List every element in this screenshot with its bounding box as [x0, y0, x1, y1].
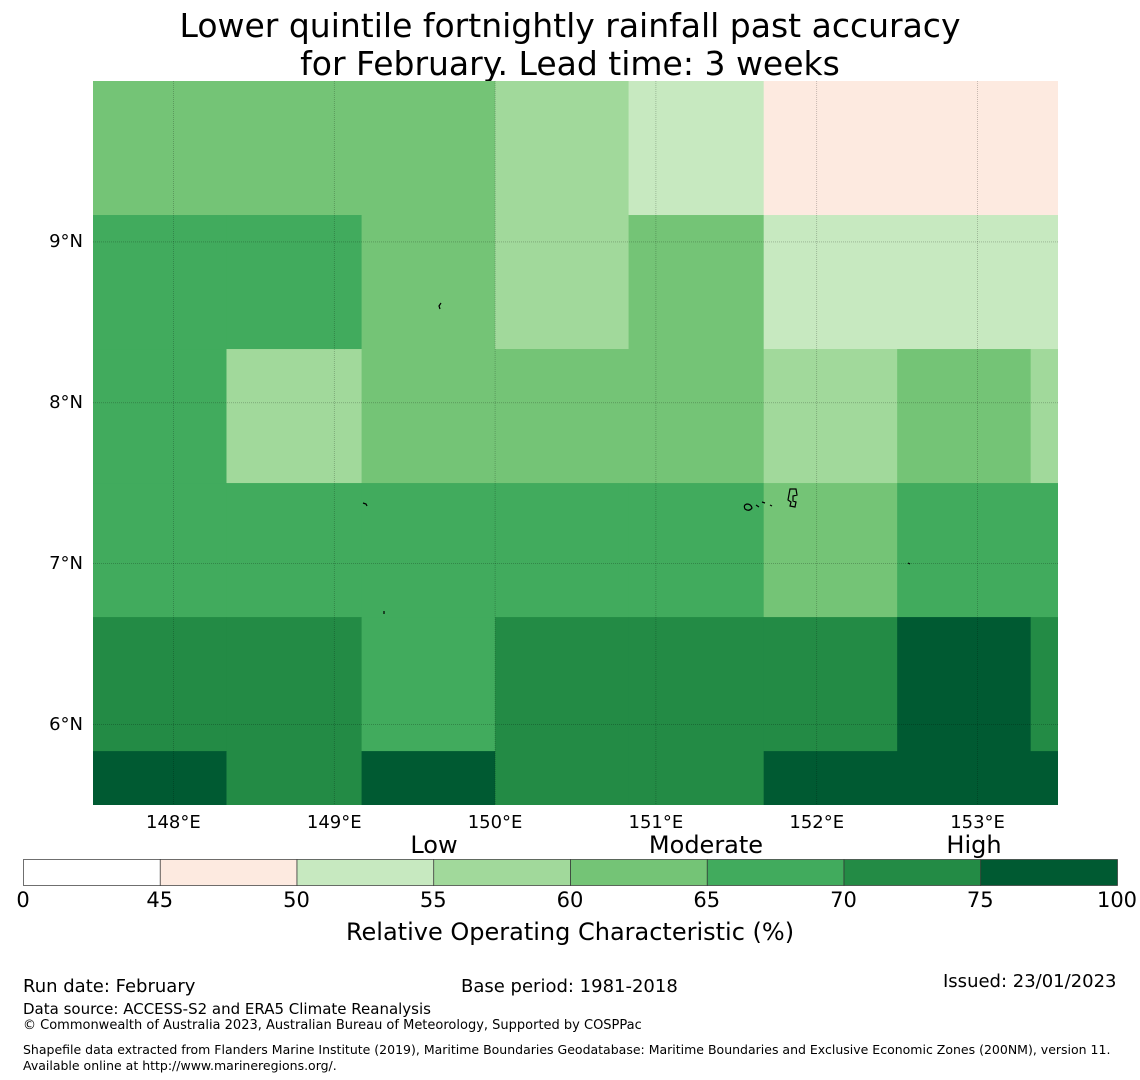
roc-grid-cells [93, 81, 1058, 805]
roc-cell [763, 215, 898, 350]
colorbar-tick-label: 70 [830, 888, 857, 912]
lon-tick-label: 148°E [146, 812, 201, 833]
colorbar-segment [843, 859, 982, 886]
roc-cell [226, 483, 363, 618]
lat-tick-label: 9°N [49, 230, 83, 252]
lat-tick-label: 6°N [49, 713, 83, 735]
colorbar-tick-label: 55 [419, 888, 447, 912]
graticule [93, 81, 1058, 805]
colorbar-segment [23, 859, 161, 886]
roc-cell [763, 483, 898, 618]
roc-cell [93, 483, 227, 618]
roc-cell [93, 215, 227, 350]
roc-cell [763, 751, 898, 805]
roc-cell [897, 349, 1032, 484]
roc-cell [226, 751, 363, 805]
roc-cell [628, 349, 765, 484]
roc-cell [495, 349, 630, 484]
island-outline [362, 502, 368, 507]
base-period: Base period: 1981-2018 [461, 976, 678, 997]
roc-cell [361, 349, 496, 484]
lon-tick-label: 153°E [950, 812, 1005, 833]
roc-cell [628, 617, 765, 752]
roc-cell [897, 617, 1032, 752]
roc-cell [495, 483, 630, 618]
roc-cell [763, 617, 898, 752]
lon-tick-label: 150°E [467, 812, 523, 833]
roc-cell [93, 751, 227, 805]
roc-cell [897, 81, 1058, 216]
colorbar-tick-label: 45 [146, 888, 174, 912]
island-outline [907, 562, 911, 565]
roc-cell [226, 81, 363, 216]
issued-date: Issued: 23/01/2023 [943, 971, 1117, 992]
roc-cell [628, 215, 765, 350]
colorbar-tick-label: 60 [556, 888, 584, 912]
roc-cell [495, 617, 630, 752]
roc-cell [226, 349, 363, 484]
roc-cell [361, 81, 496, 216]
colorbar-segment [980, 859, 1118, 886]
roc-cell [1030, 617, 1058, 752]
roc-cell [628, 483, 765, 618]
colorbar-tick-label: 100 [1096, 888, 1138, 912]
lat-tick-label: 8°N [49, 391, 83, 413]
roc-cell [361, 215, 496, 350]
roc-cell [361, 751, 496, 805]
category-low-label: Low [410, 831, 458, 859]
roc-cell [495, 81, 630, 216]
roc-cell [361, 483, 496, 618]
roc-cell [93, 617, 227, 752]
roc-cell [226, 215, 363, 350]
map-title-line1: Lower quintile fortnightly rainfall past… [179, 6, 961, 45]
roc-cell [628, 81, 765, 216]
category-moderate-label: Moderate [648, 831, 764, 859]
colorbar-segment [433, 859, 571, 886]
colorbar-segment [570, 859, 708, 886]
island-outline [438, 302, 442, 310]
colorbar-tick-label: 0 [16, 888, 30, 912]
colorbar-tick-label: 65 [693, 888, 721, 912]
lon-tick-label: 149°E [306, 812, 362, 833]
roc-cell [628, 751, 765, 805]
colorbar-segment [159, 859, 298, 886]
lat-tick-label: 7°N [49, 552, 83, 574]
lon-tick-label: 151°E [628, 812, 684, 833]
roc-cell [226, 617, 363, 752]
colorbar-segment [296, 859, 435, 886]
map-title-line2: for February. Lead time: 3 weeks [300, 44, 840, 83]
roc-cell [763, 349, 898, 484]
roc-cell [361, 617, 496, 752]
lon-tick-label: 152°E [789, 812, 845, 833]
island-outline [743, 488, 798, 511]
roc-cell [495, 215, 630, 350]
colorbar [23, 859, 1118, 886]
roc-cell [763, 81, 898, 216]
colorbar-segment [706, 859, 845, 886]
category-high-label: High [946, 831, 1002, 859]
colorbar-label: Relative Operating Characteristic (%) [345, 918, 795, 946]
roc-cell [897, 483, 1058, 618]
shapefile-credit: Shapefile data extracted from Flanders M… [23, 1042, 1111, 1073]
colorbar-tick-label: 75 [966, 888, 994, 912]
roc-cell [93, 81, 227, 216]
roc-cell [93, 349, 227, 484]
roc-cell [495, 751, 630, 805]
roc-cell [897, 751, 1058, 805]
roc-cell [897, 215, 1058, 350]
run-date: Run date: February [23, 976, 196, 997]
copyright: © Commonwealth of Australia 2023, Austra… [23, 1018, 642, 1033]
colorbar-tick-label: 50 [283, 888, 310, 912]
roc-map [93, 81, 1058, 805]
data-source: Data source: ACCESS-S2 and ERA5 Climate … [23, 1000, 431, 1018]
roc-cell [1030, 349, 1058, 484]
island-outlines [362, 302, 911, 614]
